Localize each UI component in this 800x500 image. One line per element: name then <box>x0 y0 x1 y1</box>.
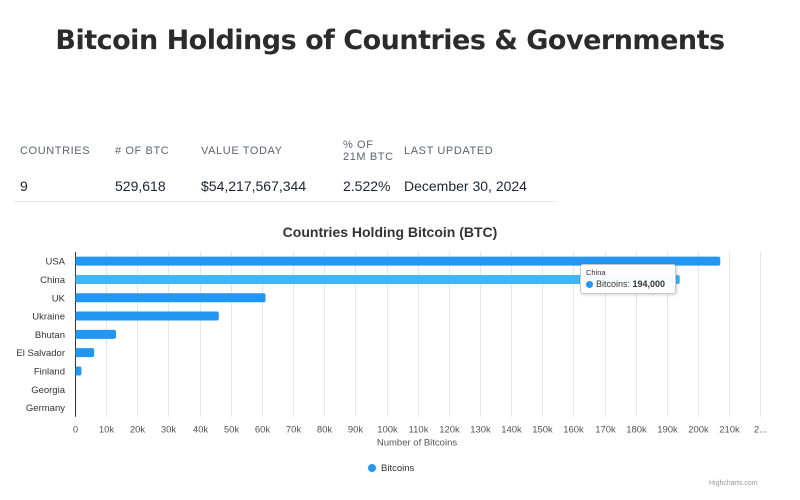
page-title: Bitcoin Holdings of Countries & Governme… <box>55 25 725 56</box>
tooltip: China Bitcoins: 194,000 <box>580 264 676 294</box>
bar-usa <box>75 256 721 266</box>
x-tick-label: 170k <box>595 425 616 436</box>
chart-title: Countries Holding Bitcoin (BTC) <box>282 224 498 240</box>
stat-value: $54,217,567,344 <box>201 178 307 194</box>
category-label: Germany <box>26 403 65 414</box>
stats-table: COUNTRIES 9 # OF BTC 529,618 VALUE TODAY… <box>14 138 556 202</box>
bar-el-salvador <box>75 348 95 358</box>
category-label: UK <box>52 293 66 304</box>
x-tick-label: 140k <box>501 425 522 436</box>
x-tick-label: 180k <box>626 425 647 436</box>
x-tick-label: 110k <box>409 425 429 436</box>
category-label: Finland <box>34 366 65 377</box>
stat-value-today: VALUE TODAY $54,217,567,344 <box>201 138 306 194</box>
stat-value: 529,618 <box>115 178 166 194</box>
category-label: Bhutan <box>35 330 65 341</box>
stat-header: % OF 21M BTC <box>343 139 394 163</box>
x-tick-label: 120k <box>439 425 460 436</box>
bar-china <box>75 274 680 284</box>
x-axis-title: Number of Bitcoins <box>377 438 458 449</box>
x-tick-label: 200k <box>688 425 709 436</box>
x-tick-label: 60k <box>255 425 271 436</box>
x-tick-label: 190k <box>657 425 678 436</box>
stat-percent: % OF 21M BTC 2.522% <box>343 138 399 194</box>
x-tick-label: 160k <box>563 425 584 436</box>
category-label: USA <box>45 257 65 268</box>
x-tick-label: 0 <box>73 425 78 436</box>
legend-dot-icon <box>368 464 376 472</box>
stat-last-updated: LAST UPDATED December 30, 2024 <box>404 138 527 194</box>
tooltip-label: Bitcoins: <box>596 279 631 289</box>
legend-item-bitcoins[interactable]: Bitcoins <box>368 463 414 474</box>
stat-countries: COUNTRIES 9 <box>20 138 90 194</box>
tooltip-category: China <box>586 268 606 277</box>
x-tick-label: 20k <box>130 425 146 436</box>
credits-link[interactable]: Highcharts.com <box>709 480 758 487</box>
x-tick-label: 130k <box>470 425 491 436</box>
bar-finland <box>75 366 82 376</box>
x-tick-label: 30k <box>161 425 177 436</box>
x-tick-label: 210k <box>719 425 740 436</box>
stat-header: LAST UPDATED <box>404 145 494 157</box>
x-tick-label: 40k <box>193 425 209 436</box>
tooltip-row: Bitcoins: 194,000 <box>586 279 665 289</box>
category-label: China <box>40 275 66 286</box>
stat-btc: # OF BTC 529,618 <box>115 138 169 194</box>
x-tick-label: 80k <box>317 425 333 436</box>
category-label: El Salvador <box>16 348 65 359</box>
stat-header: VALUE TODAY <box>201 145 283 157</box>
legend-label: Bitcoins <box>381 463 415 474</box>
x-tick-label: 100k <box>377 425 398 436</box>
x-tick-label: 90k <box>348 425 364 436</box>
stat-header: COUNTRIES <box>20 145 91 157</box>
stat-value: December 30, 2024 <box>404 178 527 194</box>
x-tick-label: 2... <box>754 425 767 436</box>
x-tick-label: 10k <box>99 425 115 436</box>
x-tick-label: 70k <box>286 425 302 436</box>
stat-header: # OF BTC <box>115 145 170 157</box>
bar-uk <box>75 293 266 303</box>
tooltip-value: 194,000 <box>632 279 666 289</box>
stat-value: 2.522% <box>343 178 391 194</box>
category-label: Georgia <box>31 385 66 396</box>
x-tick-label: 50k <box>224 425 240 436</box>
bar-bhutan <box>75 329 116 339</box>
bar-ukraine <box>75 311 219 321</box>
series-dot-icon <box>586 280 593 288</box>
x-tick-label: 150k <box>532 425 553 436</box>
category-label: Ukraine <box>32 312 65 323</box>
stat-value: 9 <box>20 178 28 194</box>
